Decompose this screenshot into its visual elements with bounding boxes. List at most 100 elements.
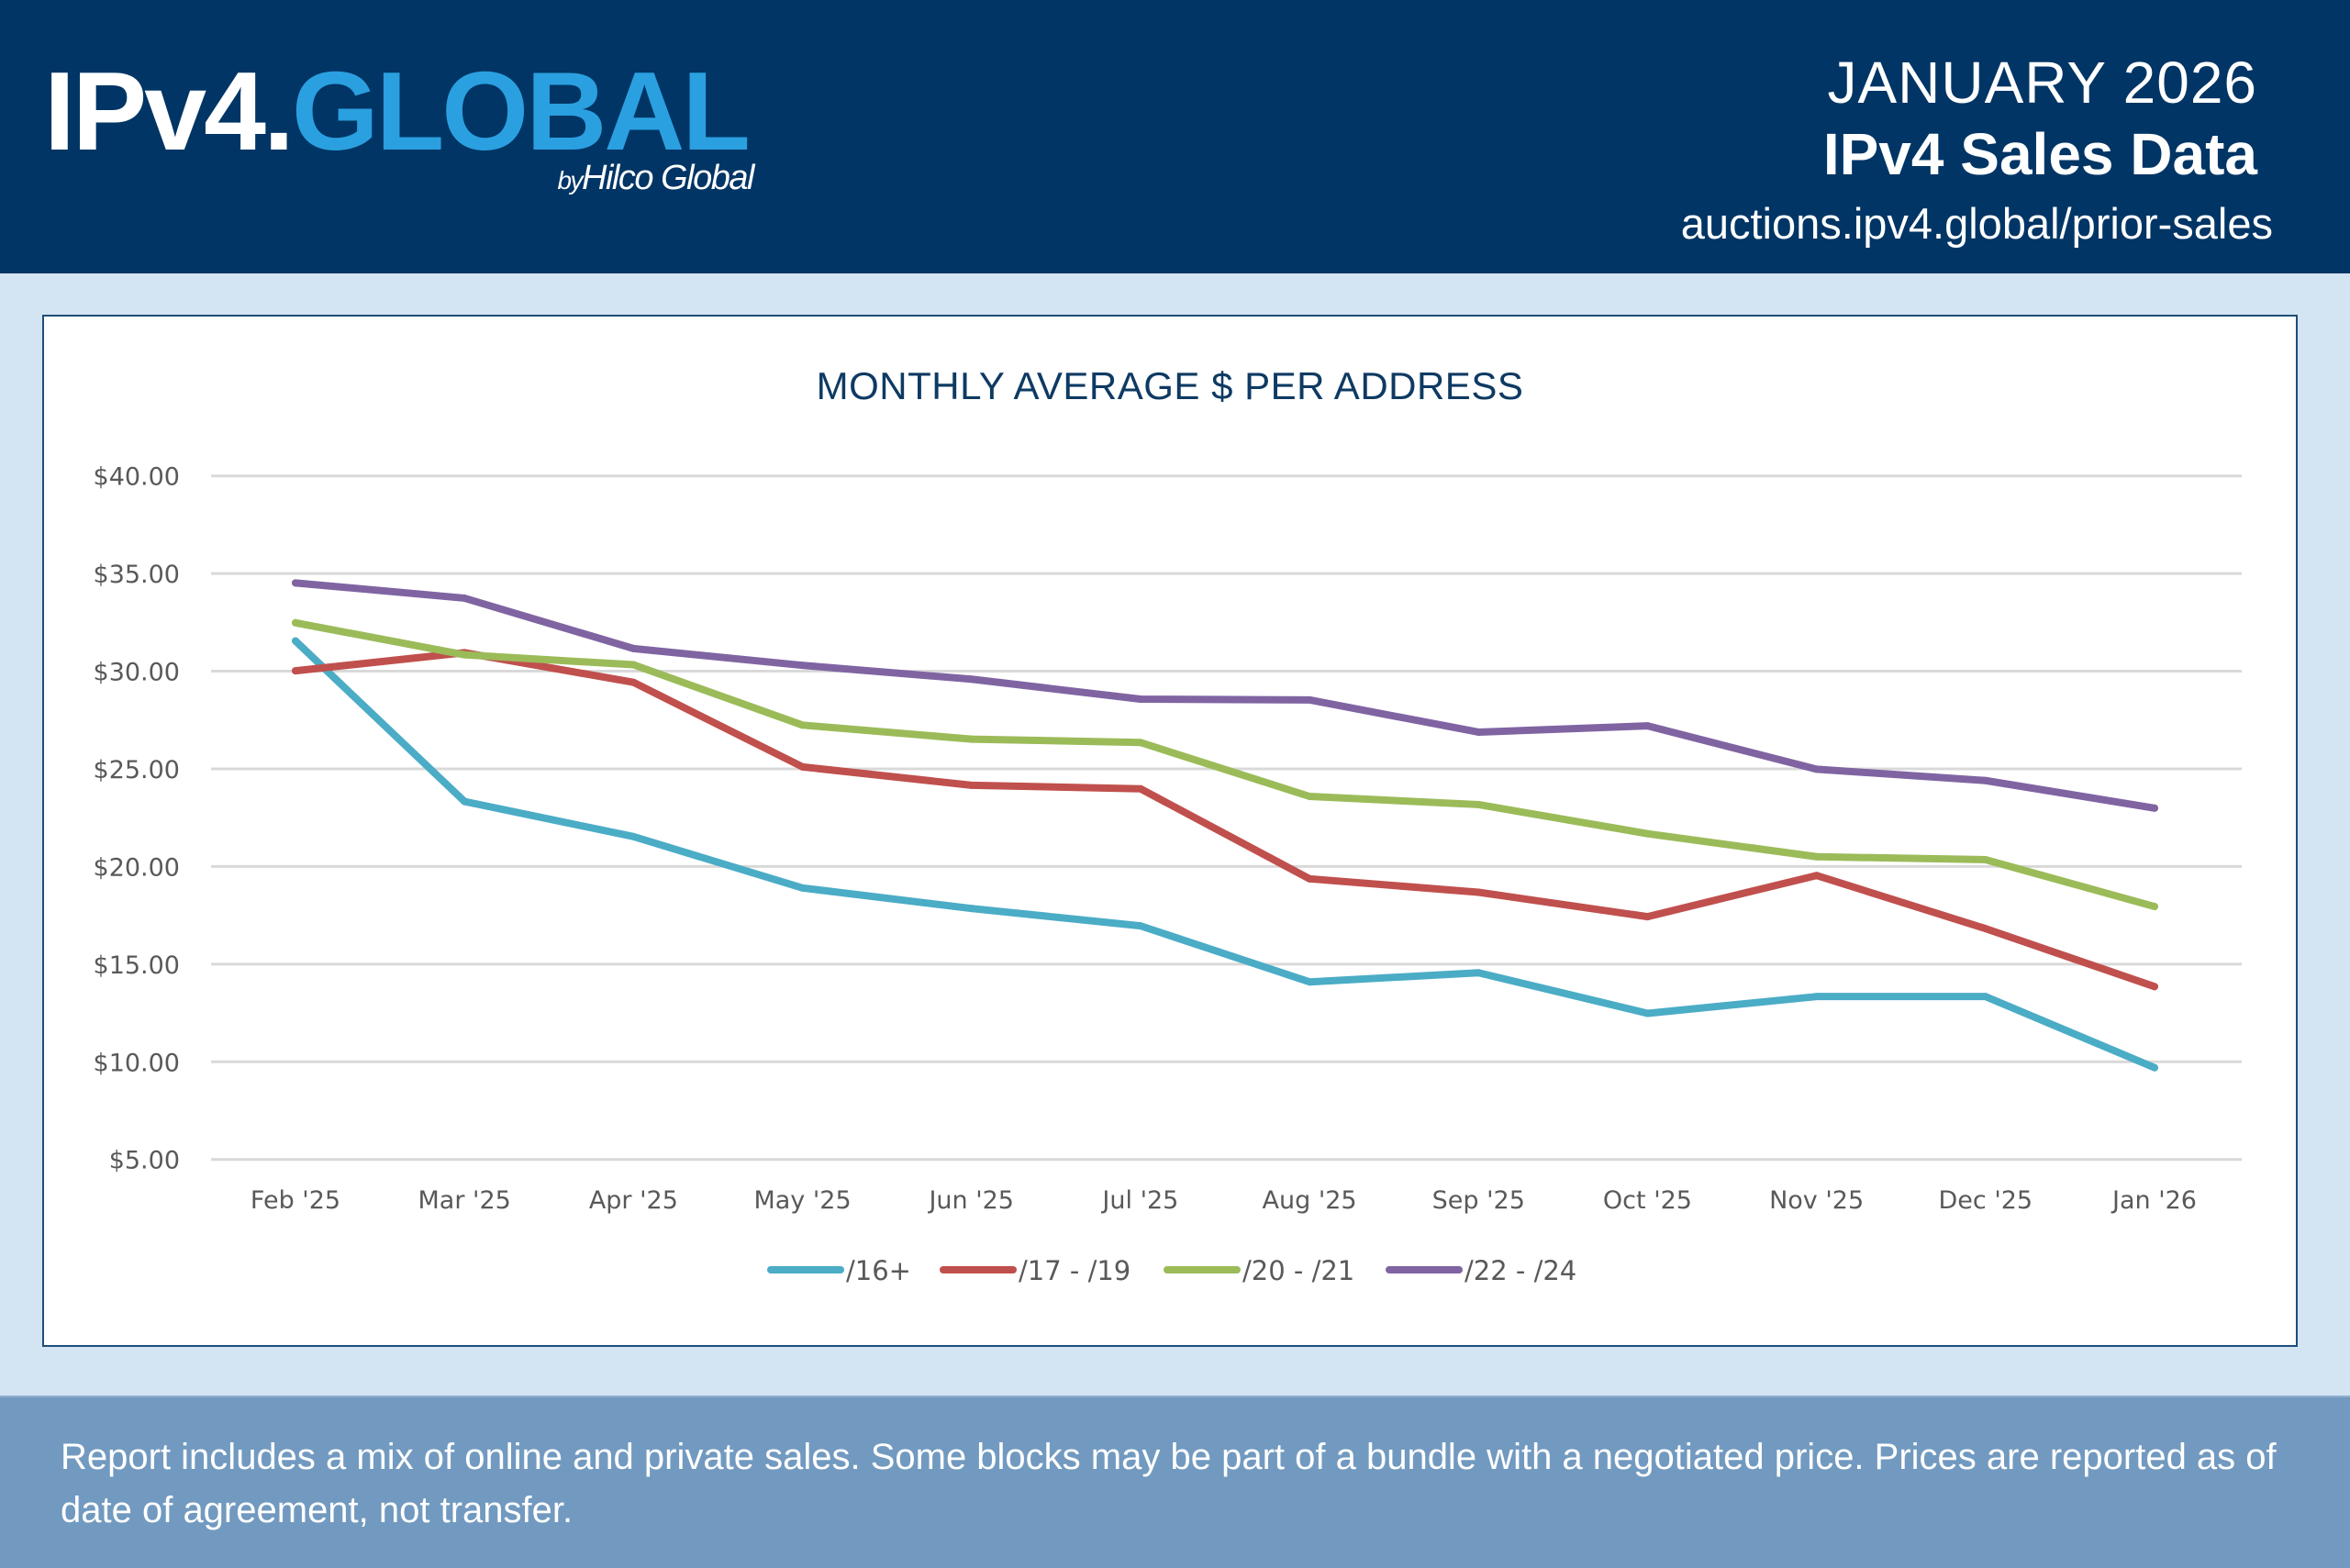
data-point — [1981, 776, 1989, 784]
data-point — [1306, 792, 1314, 800]
y-tick-label: $30.00 — [94, 659, 180, 687]
x-tick-label: Jul '25 — [1100, 1186, 1178, 1215]
data-point — [1136, 695, 1144, 703]
data-point — [967, 675, 975, 684]
data-point — [1306, 695, 1314, 704]
data-point — [461, 651, 469, 659]
chart-title: MONTHLY AVERAGE $ PER ADDRESS — [816, 364, 1524, 407]
legend: /16+ /17 - /19/20 - /21/22 - /24 — [767, 1255, 1576, 1286]
x-tick-label: Oct '25 — [1603, 1186, 1692, 1215]
data-point — [1812, 993, 1821, 1001]
data-point — [1812, 852, 1821, 861]
data-point — [2151, 1063, 2158, 1072]
series-22-24 — [292, 579, 2158, 812]
footer-disclaimer: Report includes a mix of online and priv… — [61, 1437, 2277, 1530]
data-point — [1475, 800, 1483, 808]
data-point — [1136, 739, 1144, 747]
data-point — [629, 644, 638, 652]
data-point — [1812, 765, 1821, 773]
data-point — [1475, 888, 1483, 896]
x-tick-label: Feb '25 — [251, 1186, 340, 1215]
x-tick-label: May '25 — [753, 1186, 851, 1215]
data-point — [1306, 874, 1314, 883]
data-point — [629, 832, 638, 840]
legend-item: /22 - /24 — [1386, 1255, 1576, 1286]
report-title: IPv4 Sales Data — [1822, 121, 2257, 187]
series-line — [292, 637, 2158, 1072]
data-point — [1981, 855, 1989, 863]
line-chart: $5.00 $10.00 $15.00 $20.00 $25.00 $30.00 $35.0… — [94, 463, 2242, 1286]
data-point — [2151, 804, 2158, 812]
data-point — [461, 797, 469, 806]
x-tick-label: Mar '25 — [418, 1186, 511, 1215]
data-point — [967, 781, 975, 789]
legend-label: /22 - /24 — [1465, 1255, 1576, 1286]
data-point — [292, 618, 299, 627]
series-line — [292, 618, 2158, 911]
y-tick-label: $15.00 — [94, 951, 180, 980]
y-tick-label: $10.00 — [94, 1049, 180, 1077]
logo-part-global: GLOBAL — [291, 49, 751, 173]
data-point — [967, 905, 975, 913]
data-point — [292, 667, 299, 675]
data-point — [967, 735, 975, 743]
data-point — [1643, 1009, 1652, 1018]
data-point — [798, 762, 807, 771]
data-point — [1136, 784, 1144, 793]
x-tick-label: Apr '25 — [589, 1186, 678, 1215]
data-point — [461, 594, 469, 602]
data-point — [292, 637, 299, 645]
series-17-19 — [292, 649, 2158, 991]
y-axis-ticks: $5.00 $10.00 $15.00 $20.00 $25.00 $30.00 $35.0… — [94, 463, 180, 1175]
series-line — [292, 649, 2158, 991]
report-month: JANUARY 2026 — [1827, 50, 2257, 116]
y-tick-label: $5.00 — [109, 1147, 180, 1175]
series-20-21 — [292, 618, 2158, 911]
logo-wordmark: IPv4.GLOBAL — [44, 55, 751, 167]
y-tick-label: $20.00 — [94, 853, 180, 882]
data-point — [1475, 969, 1483, 977]
report-url-link[interactable]: auctions.ipv4.global/prior-sales — [1680, 199, 2273, 248]
x-tick-label: Jun '25 — [927, 1186, 1014, 1215]
data-point — [798, 662, 807, 670]
logo-byline: byHilco Global — [557, 159, 754, 198]
data-point — [1643, 722, 1652, 730]
data-point — [2151, 903, 2158, 911]
x-tick-label: Nov '25 — [1769, 1186, 1864, 1215]
y-tick-label: $35.00 — [94, 561, 180, 589]
data-point — [1981, 993, 1989, 1001]
data-point — [629, 661, 638, 669]
data-point — [629, 678, 638, 686]
series-lines — [292, 579, 2158, 1072]
data-point — [1643, 829, 1652, 838]
x-tick-label: Jan '26 — [2111, 1186, 2197, 1215]
data-point — [1306, 978, 1314, 986]
series-16 — [292, 637, 2158, 1072]
data-point — [292, 579, 299, 587]
x-tick-label: Dec '25 — [1939, 1186, 2033, 1215]
data-point — [2151, 983, 2158, 991]
report-heading: JANUARY 2026 IPv4 Sales Data auctions.ip… — [1681, 46, 2273, 259]
data-point — [798, 721, 807, 729]
x-axis-ticks: Feb '25 Mar '25 Apr '25 May '25 Jun '25 Jul '… — [251, 1186, 2197, 1215]
legend-item: /17 - /19 — [940, 1255, 1130, 1286]
gridlines — [211, 474, 2242, 1162]
data-point — [1643, 913, 1652, 921]
legend-item: /16+ — [767, 1255, 911, 1286]
data-point — [1136, 922, 1144, 930]
logo-by-name: Hilco Global — [582, 159, 754, 197]
data-point — [1812, 872, 1821, 880]
data-point — [798, 884, 807, 892]
header-banner: IPv4.GLOBAL byHilco Global JANUARY 2026 … — [0, 0, 2350, 273]
series-line — [292, 579, 2158, 812]
legend-item: /20 - /21 — [1164, 1255, 1354, 1286]
x-tick-label: Aug '25 — [1263, 1186, 1357, 1215]
footer-banner: Report includes a mix of online and priv… — [0, 1396, 2350, 1568]
logo-part-ipv4: IPv4. — [44, 49, 295, 173]
y-tick-label: $40.00 — [94, 463, 180, 492]
ipv4-global-logo: IPv4.GLOBAL byHilco Global — [44, 55, 754, 197]
x-tick-label: Sep '25 — [1432, 1186, 1525, 1215]
legend-label: /20 - /21 — [1242, 1255, 1354, 1286]
legend-label: /17 - /19 — [1019, 1255, 1130, 1286]
data-point — [1981, 925, 1989, 933]
